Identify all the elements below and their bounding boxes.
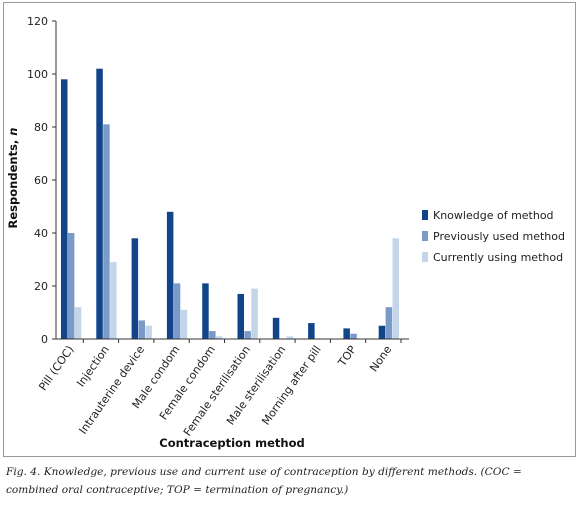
bar (308, 323, 315, 339)
bar (74, 307, 82, 339)
legend: Knowledge of method Previously used metho… (422, 209, 565, 264)
bar (173, 283, 181, 339)
bar (96, 68, 103, 339)
chart-frame: 0 20 40 60 80 100 120 Pill (COC) Injection Intra… (3, 2, 576, 457)
bar (272, 317, 280, 339)
y-tick-label: 40 (34, 227, 48, 240)
bar (110, 262, 117, 339)
bar (67, 233, 75, 339)
bar (180, 309, 188, 339)
legend-swatch (422, 252, 428, 262)
x-axis-title: Contraception method (159, 436, 304, 450)
bar (286, 336, 294, 339)
bar (350, 333, 357, 339)
legend-label: Knowledge of method (433, 209, 554, 222)
x-tick-label: Pill (COC) (36, 343, 76, 393)
legend-swatch (422, 231, 428, 241)
legend-swatch (422, 210, 428, 220)
legend-label: Previously used method (433, 230, 565, 243)
bars (61, 68, 399, 340)
x-tick-label: None (367, 343, 394, 374)
bar (138, 320, 145, 339)
bar (216, 336, 223, 339)
bar (343, 328, 350, 339)
bar (103, 124, 110, 339)
y-tick-label: 100 (27, 68, 48, 81)
bar (131, 238, 139, 339)
y-tick-label: 80 (34, 121, 48, 134)
bar (385, 307, 393, 339)
legend-label: Currently using method (433, 251, 563, 264)
x-tick-label: Female sterilisation (181, 343, 253, 438)
x-tick-label: Intrauterine device (76, 343, 147, 436)
bar (202, 283, 209, 339)
caption-line-1: Fig. 4. Knowledge, previous use and curr… (6, 466, 522, 478)
bar (251, 288, 258, 339)
bar (145, 325, 152, 339)
y-axis-title: Respondents, n (6, 128, 20, 229)
bar (378, 325, 386, 339)
bar (244, 331, 251, 339)
bar (61, 79, 68, 340)
caption-line-2: combined oral contraceptive; TOP = termi… (6, 484, 349, 496)
bar (209, 331, 216, 339)
bar (166, 211, 174, 339)
bar (392, 238, 399, 339)
y-axis: 0 20 40 60 80 100 120 (27, 15, 57, 346)
bar-chart: 0 20 40 60 80 100 120 Pill (COC)InjectionIntra… (6, 15, 565, 450)
y-tick-label: 20 (34, 280, 48, 293)
bar (237, 293, 244, 339)
figure-caption: Fig. 4. Knowledge, previous use and curr… (6, 463, 574, 499)
y-tick-label: 120 (27, 15, 48, 28)
x-tick-label: Injection (74, 343, 112, 389)
y-tick-label: 0 (41, 333, 48, 346)
x-tick-label: TOP (335, 343, 359, 370)
y-tick-label: 60 (34, 174, 48, 187)
